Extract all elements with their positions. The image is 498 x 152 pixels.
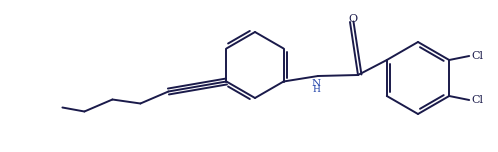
Text: Cl: Cl (471, 95, 483, 105)
Text: O: O (349, 14, 358, 24)
Text: H: H (312, 85, 320, 95)
Text: N: N (311, 78, 321, 88)
Text: Cl: Cl (471, 51, 483, 61)
